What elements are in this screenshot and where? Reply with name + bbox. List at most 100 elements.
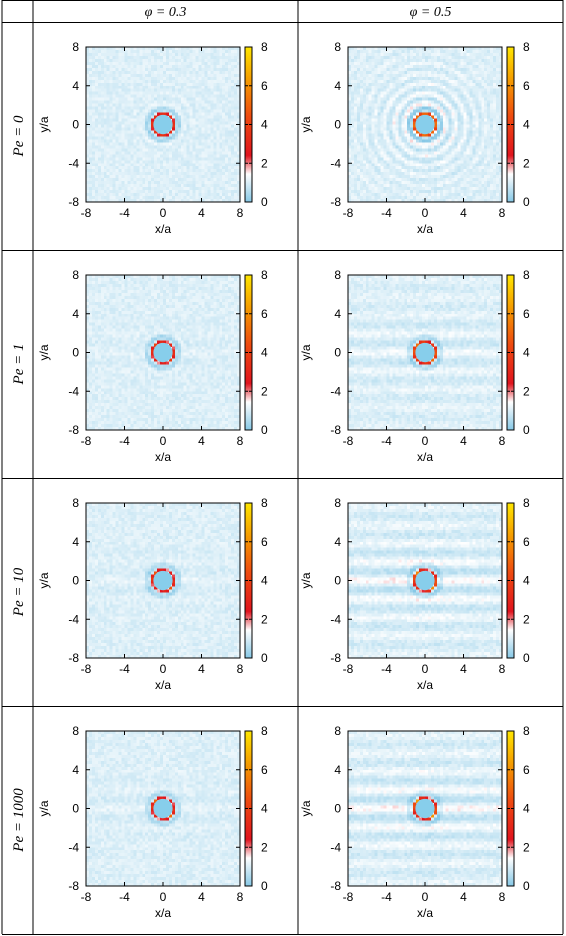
heatmap-cell (377, 52, 381, 57)
heatmap-cell (419, 55, 423, 60)
heatmap-cell (207, 55, 211, 60)
heatmap-cell (183, 154, 188, 158)
heatmap-cell (97, 172, 102, 176)
heatmap-cell (174, 178, 179, 182)
heatmap-cell (216, 64, 220, 69)
heatmap-cell (171, 130, 176, 134)
heatmap-cell (475, 148, 479, 152)
heatmap-cell (94, 187, 99, 191)
heatmap-cell (410, 190, 414, 194)
heatmap-cell (231, 199, 235, 203)
heatmap-cell (427, 82, 432, 87)
heatmap-cell (433, 133, 438, 137)
heatmap-cell (106, 70, 111, 75)
heatmap-cell (112, 100, 117, 105)
heatmap-cell (163, 64, 167, 69)
heatmap-cell (222, 112, 226, 116)
heatmap-cell (362, 88, 367, 93)
heatmap-cell (448, 139, 453, 143)
heatmap-cell (195, 196, 199, 200)
heatmap-cell (186, 172, 191, 176)
heatmap-cell (413, 193, 417, 197)
heatmap-cell (445, 127, 450, 131)
heatmap-cell (442, 55, 447, 60)
heatmap-cell (371, 112, 376, 116)
heatmap-cell (97, 154, 102, 158)
heatmap-cell (192, 124, 196, 128)
heatmap-cell (460, 190, 464, 194)
heatmap-cell (445, 142, 450, 146)
heatmap-cell (472, 124, 476, 128)
heatmap-cell (216, 103, 220, 108)
heatmap-cell (469, 154, 473, 158)
heatmap-cell (165, 157, 170, 161)
heatmap-cell (430, 49, 435, 54)
heatmap-cell (436, 82, 441, 87)
heatmap-cell (225, 76, 229, 81)
heatmap-cell (157, 160, 161, 164)
heatmap-cell (86, 178, 90, 182)
heatmap-cell (386, 133, 390, 137)
heatmap-cell (207, 145, 211, 149)
heatmap-cell (377, 181, 381, 185)
heatmap-cell (398, 103, 402, 108)
heatmap-cell (183, 67, 188, 72)
heatmap-cell (353, 91, 358, 96)
heatmap-cell (109, 79, 114, 84)
heatmap-cell (136, 61, 140, 66)
heatmap-cell (368, 193, 373, 197)
heatmap-cell (183, 163, 188, 167)
heatmap-cell (231, 115, 235, 119)
heatmap-cell (157, 181, 161, 185)
heatmap-cell (416, 178, 420, 182)
heatmap-cell (442, 133, 447, 137)
heatmap-cell (186, 154, 191, 158)
heatmap-cell (407, 55, 411, 60)
heatmap-cell (154, 148, 158, 152)
heatmap-cell (157, 133, 161, 137)
heatmap-cell (445, 106, 450, 110)
heatmap-cell (419, 163, 423, 167)
heatmap-cell (359, 190, 364, 194)
heatmap-cell (231, 157, 235, 161)
heatmap-cell (368, 47, 373, 51)
heatmap-cell (416, 187, 420, 191)
heatmap-cell (433, 47, 438, 51)
heatmap-cell (148, 103, 152, 108)
heatmap-cell (174, 79, 179, 84)
heatmap-cell (174, 61, 179, 66)
heatmap-cell (183, 172, 188, 176)
heatmap-cell (237, 178, 241, 182)
heatmap-cell (401, 91, 405, 96)
heatmap-cell (430, 109, 435, 113)
heatmap-cell (207, 160, 211, 164)
heatmap-cell (425, 199, 429, 203)
heatmap-cell (401, 166, 405, 170)
heatmap-cell (442, 175, 447, 179)
heatmap-cell (121, 67, 125, 72)
heatmap-cell (97, 151, 102, 155)
heatmap-cell (118, 160, 122, 164)
heatmap-cell (112, 64, 117, 69)
heatmap-cell (133, 151, 137, 155)
heatmap-cell (121, 109, 125, 113)
heatmap-cell (124, 70, 128, 75)
heatmap-cell (222, 115, 226, 119)
heatmap-cell (154, 106, 158, 110)
heatmap-cell (356, 157, 361, 161)
heatmap-cell (359, 157, 364, 161)
heatmap-cell (148, 121, 152, 125)
heatmap-cell (377, 73, 381, 78)
heatmap-cell (368, 121, 373, 125)
heatmap-cell (350, 154, 355, 158)
heatmap-cell (448, 82, 453, 87)
heatmap-cell (168, 61, 173, 66)
heatmap-cell (106, 148, 111, 152)
heatmap-cell (124, 145, 128, 149)
heatmap-cell (115, 67, 119, 72)
heatmap-cell (398, 175, 402, 179)
heatmap-cell (472, 118, 476, 122)
heatmap-cell (425, 67, 429, 72)
heatmap-cell (466, 151, 470, 155)
heatmap-cell (413, 109, 417, 113)
